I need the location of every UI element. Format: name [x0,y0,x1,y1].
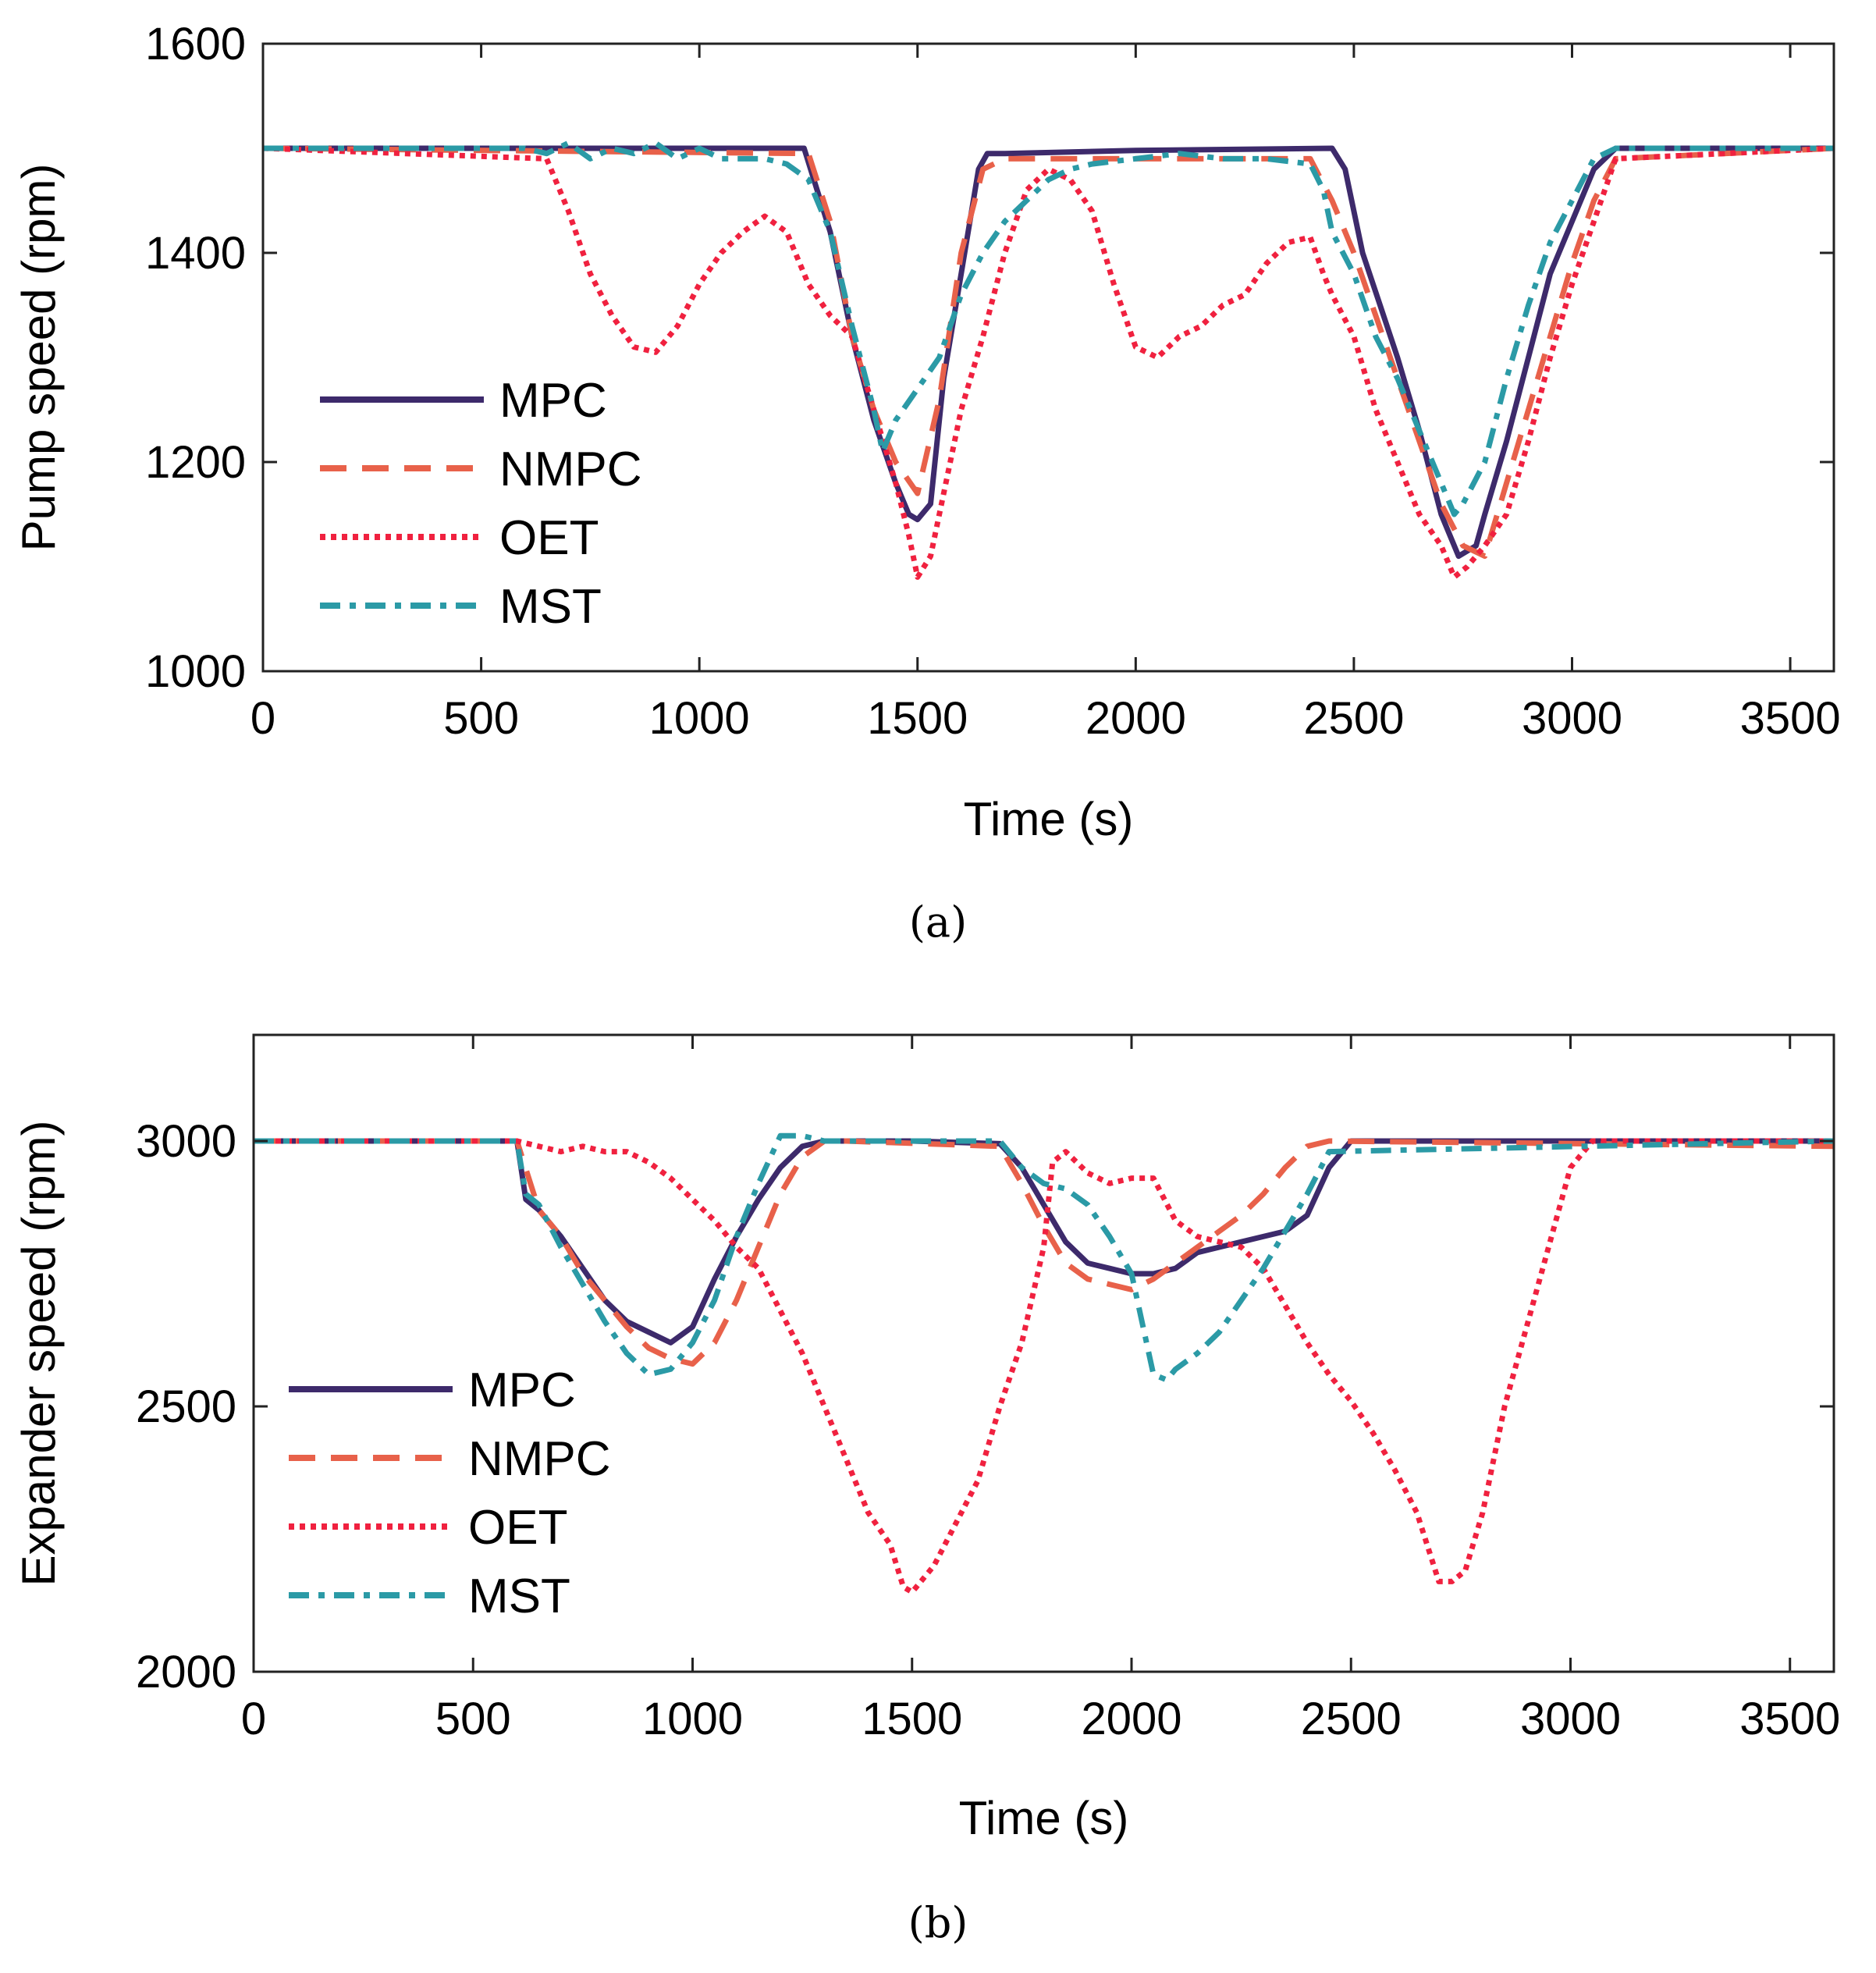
y-tick-label: 1600 [145,19,246,69]
plot-frame [261,42,1835,673]
legend-label-mst: MST [499,580,602,634]
legend-label-oet: OET [499,511,599,565]
legend-label-nmpc: NMPC [468,1432,611,1486]
x-tick-label: 500 [435,1694,511,1744]
y-tick-label: 1200 [145,437,246,488]
plot-frame [252,1033,1835,1673]
x-tick-label: 1000 [649,693,750,744]
x-tick-label: 3500 [1739,1694,1840,1744]
y-tick-label: 2000 [136,1647,236,1697]
x-tick-label: 3000 [1522,693,1622,744]
x-tick-label: 1000 [642,1694,743,1744]
series-line-mst [263,140,1834,517]
x-tick-label: 2000 [1085,693,1186,744]
series-line-nmpc [262,145,1835,560]
series-line-mpc [263,145,1834,560]
series-line-mst [254,1132,1835,1383]
series-line-nmpc [254,1138,1835,1367]
legend-label-mst: MST [468,1570,570,1623]
x-tick-label: 2500 [1301,1694,1402,1744]
x-tick-label: 2000 [1081,1694,1181,1744]
legend-label-oet: OET [468,1501,567,1555]
series-group [262,140,1835,580]
series-group [254,1132,1835,1595]
x-tick-label: 1500 [862,1694,962,1744]
caption-b: (b) [908,1898,968,1947]
y-tick-label: 2500 [136,1381,236,1432]
legend-label-nmpc: NMPC [499,443,642,496]
x-axis-label: Time (s) [959,1792,1129,1844]
x-tick-label: 500 [443,693,519,744]
y-tick-label: 1400 [145,228,246,279]
x-tick-label: 1500 [867,693,968,744]
series-line-oet [254,1138,1834,1595]
y-tick-label: 3000 [136,1116,236,1167]
chart-a: 0 500 1000 1500 2000 2500 3000 3500 1000 1200 1400… [12,19,1841,845]
x-tick-label: 3000 [1520,1694,1621,1744]
y-tick-label: 1000 [145,646,246,697]
caption-a: (a) [909,898,967,947]
series-line-oet [262,145,1835,580]
x-tick-label: 0 [241,1694,266,1744]
y-axis-label: Pump speed (rpm) [12,164,65,552]
y-axis-label: Expander speed (rpm) [12,1121,65,1587]
x-tick-label: 3500 [1740,693,1841,744]
legend: MPC NMPC OET MST [289,1363,611,1623]
x-axis-label: Time (s) [964,793,1134,845]
x-tick-label: 0 [250,693,275,744]
legend-label-mpc: MPC [468,1363,576,1417]
chart-b: 0 500 1000 1500 2000 2500 3000 3500 2000 2500 3000… [12,1033,1840,1844]
legend: MPC NMPC OET MST [320,374,642,634]
legend-label-mpc: MPC [499,374,607,428]
x-tick-label: 2500 [1303,693,1404,744]
